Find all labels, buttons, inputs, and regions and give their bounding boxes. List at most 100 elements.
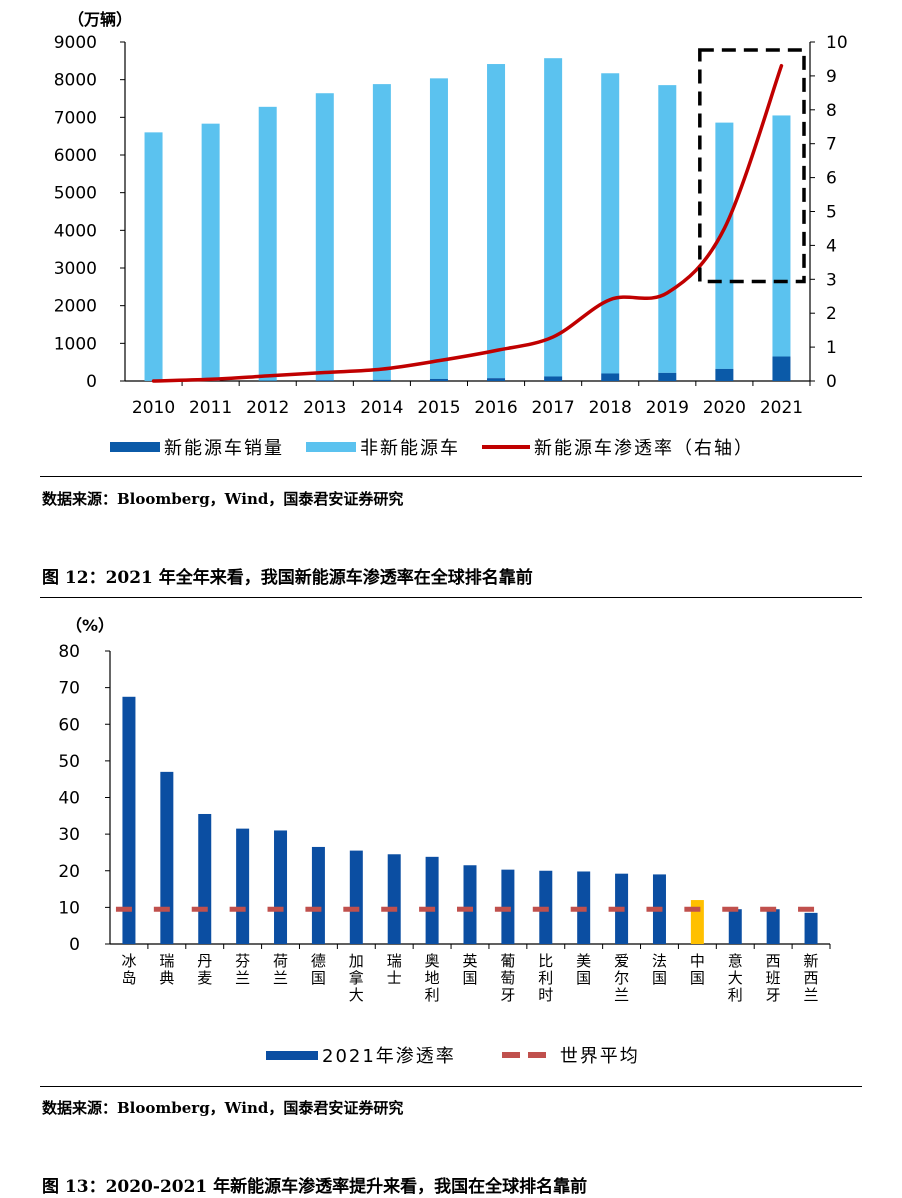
bar-country: [122, 696, 136, 944]
x-axis-category-label: 英国: [462, 952, 477, 987]
bar-country: [463, 865, 477, 944]
legend-item-world-average: 世界平均: [501, 1042, 640, 1068]
y-axis-tick-label: 0: [69, 935, 80, 955]
left-axis-tick-label: 9000: [54, 33, 97, 53]
left-axis-tick-label: 2000: [54, 297, 97, 317]
legend-label-penetration: 新能源车渗透率（右轴）: [534, 438, 754, 459]
y-axis-tick-label: 80: [58, 642, 80, 662]
right-axis-tick-label: 10: [826, 33, 848, 53]
chart1-nev-sales-and-penetration: 0 1000 2000 3000 4000 5000 6000 7000 8000 9000 0 1 2…: [54, 33, 848, 418]
x-axis-category-label: 意大利: [728, 952, 743, 1004]
bar-nev-sales: [658, 372, 677, 381]
bar-country: [160, 771, 174, 944]
bar-nev-sales: [429, 378, 448, 381]
legend-item-nev-sales: 新能源车销量: [110, 434, 284, 460]
right-axis-tick-label: 8: [826, 101, 837, 121]
chart2-legend: 2021年渗透率 世界平均: [266, 1042, 662, 1068]
bar-nev-sales: [315, 380, 334, 381]
right-axis-tick-label: 9: [826, 67, 837, 87]
x-axis-tick-label: 2019: [646, 398, 689, 418]
bar-nev-sales: [372, 379, 391, 381]
legend-label-nev-sales: 新能源车销量: [164, 438, 284, 459]
x-axis-category-label: 爱尔兰: [614, 952, 629, 1004]
x-axis-tick-label: 2014: [360, 398, 403, 418]
bar-country: [311, 846, 325, 944]
x-axis-category-label: 美国: [576, 952, 591, 987]
x-axis-category-label: 西班牙: [766, 952, 781, 1004]
divider: [40, 597, 862, 598]
y-axis-tick-label: 20: [58, 862, 80, 882]
y-axis-tick-label: 70: [58, 679, 80, 699]
bar-country: [274, 830, 288, 944]
x-axis-category-label: 芬兰: [235, 952, 250, 987]
bar-country: [387, 854, 401, 944]
bar-country: [236, 828, 250, 944]
legend-label-world-average: 世界平均: [559, 1046, 640, 1067]
right-axis-tick-label: 0: [826, 372, 837, 392]
y-axis-tick-label: 60: [58, 715, 80, 735]
x-axis-category-label: 瑞士: [387, 952, 402, 987]
legend-item-penetration: 新能源车渗透率（右轴）: [482, 434, 754, 460]
right-axis-tick-label: 5: [826, 203, 837, 223]
left-axis-tick-label: 6000: [54, 146, 97, 166]
right-axis-tick-label: 7: [826, 135, 837, 155]
bar-non-nev: [658, 85, 677, 373]
chart2-unit-label: （%）: [66, 616, 115, 635]
bar-nev-sales: [772, 356, 791, 381]
bar-non-nev: [429, 78, 448, 379]
bar-non-nev: [315, 93, 334, 381]
divider: [40, 476, 862, 477]
legend-swatch-bar: [266, 1050, 318, 1060]
highlight-dashed-box: [698, 48, 806, 284]
x-axis-tick-label: 2010: [132, 398, 175, 418]
right-axis-tick-label: 3: [826, 270, 837, 290]
x-axis-category-label: 冰岛: [121, 952, 136, 987]
bar-nev-sales: [715, 368, 734, 381]
x-axis-tick-label: 2020: [703, 398, 746, 418]
x-axis-category-label: 中国: [690, 952, 705, 987]
left-axis-tick-label: 7000: [54, 108, 97, 128]
left-axis-tick-label: 5000: [54, 184, 97, 204]
left-axis-tick-label: 8000: [54, 71, 97, 91]
chart1-unit-label: （万辆）: [68, 10, 133, 29]
bar-nev-sales: [487, 378, 506, 381]
legend-label-non-nev: 非新能源车: [360, 438, 460, 459]
bar-non-nev: [201, 123, 220, 381]
divider: [40, 1086, 862, 1087]
bar-highlight-china: [690, 900, 704, 944]
left-axis-tick-label: 3000: [54, 259, 97, 279]
x-axis-tick-label: 2012: [246, 398, 289, 418]
bar-country: [198, 813, 212, 944]
bar-country: [425, 856, 439, 944]
bar-non-nev: [372, 84, 391, 380]
chart1-legend: 新能源车销量 非新能源车 新能源车渗透率（右轴）: [110, 434, 776, 460]
x-axis-category-label: 加拿大: [349, 952, 364, 1004]
figure-12-caption: 图 12：2021 年全年来看，我国新能源车渗透率在全球排名靠前: [42, 568, 533, 588]
legend-swatch-nev: [110, 442, 160, 452]
x-axis-tick-label: 2016: [474, 398, 517, 418]
x-axis-category-label: 法国: [652, 952, 667, 987]
legend-swatch-penetration: [482, 445, 530, 449]
x-axis-category-label: 比利时: [538, 952, 553, 1004]
bar-non-nev: [772, 115, 791, 357]
legend-item-non-nev: 非新能源车: [306, 434, 460, 460]
y-axis-tick-label: 30: [58, 825, 80, 845]
bar-non-nev: [544, 58, 563, 377]
y-axis-tick-label: 40: [58, 789, 80, 809]
left-axis-tick-label: 4000: [54, 221, 97, 241]
bar-non-nev: [258, 106, 277, 381]
x-axis-category-label: 丹麦: [197, 952, 212, 987]
legend-label-2021-penetration: 2021年渗透率: [322, 1046, 456, 1067]
chart1-source: 数据来源：Bloomberg，Wind，国泰君安证券研究: [42, 490, 404, 508]
x-axis-category-label: 瑞典: [159, 952, 174, 987]
x-axis-tick-label: 2021: [760, 398, 803, 418]
left-axis-tick-label: 0: [86, 372, 97, 392]
bar-non-nev: [144, 132, 163, 381]
right-axis-tick-label: 2: [826, 304, 837, 324]
right-axis-tick-label: 1: [826, 338, 837, 358]
y-axis-tick-label: 10: [58, 898, 80, 918]
x-axis-category-label: 奥地利: [425, 952, 440, 1004]
x-axis-category-label: 德国: [311, 952, 326, 987]
bar-country: [766, 909, 780, 944]
